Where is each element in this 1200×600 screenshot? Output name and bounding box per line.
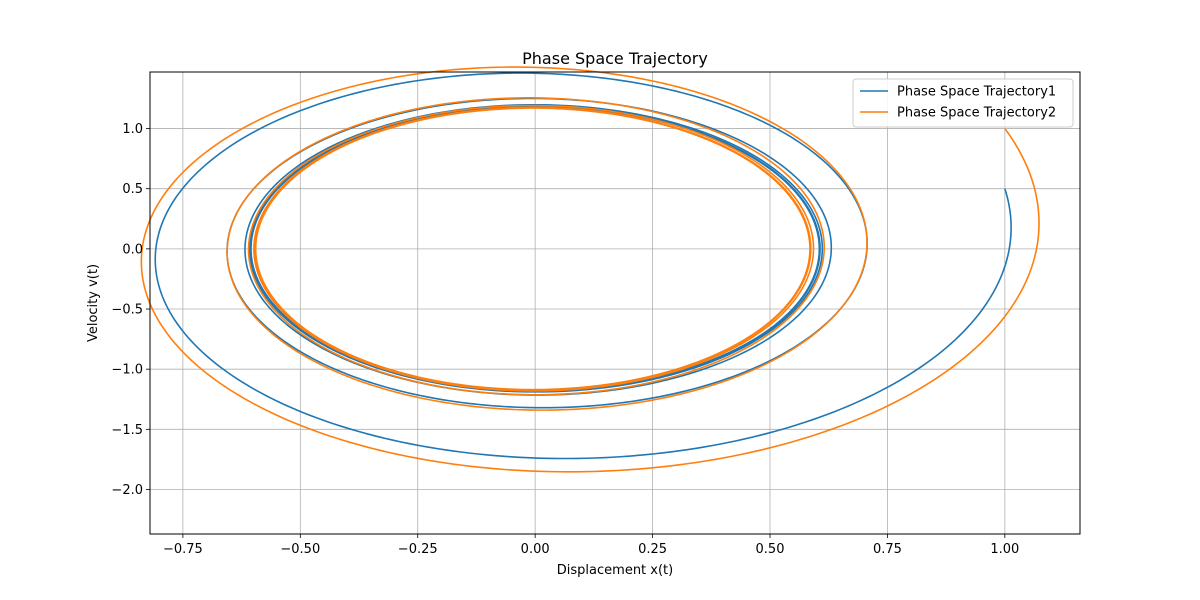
plot-frame bbox=[149, 71, 1081, 535]
y-tick-label: 0.5 bbox=[122, 182, 143, 197]
legend-entry-1: Phase Space Trajectory1 bbox=[897, 85, 1056, 100]
x-tick-label: −0.75 bbox=[163, 542, 203, 557]
chart-title: Phase Space Trajectory bbox=[522, 49, 708, 68]
y-tick-label: −0.5 bbox=[111, 303, 143, 318]
x-axis: −0.75 −0.50 −0.25 0.00 0.25 0.50 0.75 1.00 bbox=[163, 534, 1019, 557]
legend-entry-2: Phase Space Trajectory2 bbox=[897, 106, 1056, 121]
x-tick-label: 0.25 bbox=[638, 542, 667, 557]
y-tick-label: 0.0 bbox=[122, 242, 143, 257]
y-tick-label: −1.0 bbox=[111, 363, 143, 378]
series-line-1 bbox=[154, 72, 1012, 460]
x-tick-label: −0.25 bbox=[398, 542, 438, 557]
legend: Phase Space Trajectory1 Phase Space Traje… bbox=[852, 78, 1074, 128]
y-tick-label: −1.5 bbox=[111, 423, 143, 438]
curves bbox=[140, 66, 1040, 473]
y-axis-label: Velocity v(t) bbox=[86, 264, 101, 342]
grid bbox=[150, 72, 1080, 534]
x-tick-label: 1.00 bbox=[990, 542, 1019, 557]
legend-box bbox=[852, 78, 1074, 128]
x-tick-label: −0.50 bbox=[280, 542, 320, 557]
y-tick-label: −2.0 bbox=[111, 483, 143, 498]
series-line-2 bbox=[140, 66, 1040, 473]
x-tick-label: 0.00 bbox=[521, 542, 550, 557]
y-tick-label: 1.0 bbox=[122, 122, 143, 137]
x-tick-label: 0.75 bbox=[873, 542, 902, 557]
x-axis-label: Displacement x(t) bbox=[557, 563, 673, 578]
x-tick-label: 0.50 bbox=[756, 542, 785, 557]
y-axis: −2.0 −1.5 −1.0 −0.5 0.0 0.5 1.0 bbox=[111, 122, 150, 498]
